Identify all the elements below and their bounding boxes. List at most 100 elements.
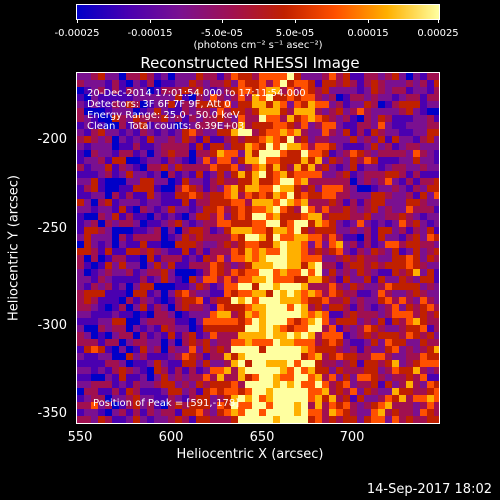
heatmap-cell	[343, 227, 350, 234]
heatmap-cell	[168, 241, 175, 248]
heatmap-cell	[210, 283, 217, 290]
heatmap-cell	[84, 374, 91, 381]
heatmap-cell	[112, 143, 119, 150]
heatmap-cell	[343, 199, 350, 206]
heatmap-cell	[280, 164, 287, 171]
heatmap-cell	[266, 283, 273, 290]
heatmap-cell	[189, 164, 196, 171]
heatmap-cell	[119, 115, 126, 122]
heatmap-cell	[189, 136, 196, 143]
heatmap-cell	[343, 220, 350, 227]
heatmap-cell	[301, 276, 308, 283]
heatmap-cell	[259, 178, 266, 185]
heatmap-cell	[266, 269, 273, 276]
heatmap-cell	[231, 192, 238, 199]
heatmap-cell	[119, 346, 126, 353]
heatmap-cell	[119, 360, 126, 367]
heatmap-cell	[413, 227, 420, 234]
heatmap-cell	[420, 185, 427, 192]
heatmap-cell	[259, 122, 266, 129]
heatmap-cell	[266, 255, 273, 262]
heatmap-cell	[203, 185, 210, 192]
heatmap-cell	[182, 416, 189, 423]
heatmap-cell	[364, 262, 371, 269]
heatmap-cell	[210, 388, 217, 395]
heatmap-cell	[112, 73, 119, 80]
heatmap-cell	[406, 402, 413, 409]
heatmap-cell	[133, 290, 140, 297]
heatmap-cell	[154, 304, 161, 311]
heatmap-cell	[245, 360, 252, 367]
heatmap-cell	[210, 297, 217, 304]
heatmap-cell	[252, 290, 259, 297]
heatmap-cell	[343, 374, 350, 381]
heatmap-cell	[308, 164, 315, 171]
heatmap-cell	[245, 199, 252, 206]
heatmap-cell	[399, 213, 406, 220]
heatmap-cell	[217, 150, 224, 157]
heatmap-cell	[266, 346, 273, 353]
heatmap-cell	[378, 353, 385, 360]
heatmap-cell	[434, 178, 439, 185]
heatmap-cell	[378, 248, 385, 255]
heatmap-cell	[84, 227, 91, 234]
heatmap-cell	[399, 101, 406, 108]
heatmap-cell	[252, 269, 259, 276]
heatmap-cell	[245, 416, 252, 423]
heatmap-cell	[364, 122, 371, 129]
heatmap-cell	[161, 283, 168, 290]
heatmap-cell	[91, 115, 98, 122]
heatmap-cell	[84, 122, 91, 129]
heatmap-cell	[308, 241, 315, 248]
heatmap-cell	[427, 220, 434, 227]
heatmap-cell	[350, 318, 357, 325]
heatmap-cell	[315, 269, 322, 276]
heatmap-cell	[329, 199, 336, 206]
heatmap-cell	[77, 220, 84, 227]
heatmap-cell	[399, 199, 406, 206]
heatmap-cell	[98, 199, 105, 206]
heatmap-cell	[133, 297, 140, 304]
heatmap-cell	[322, 290, 329, 297]
heatmap-cell	[364, 353, 371, 360]
heatmap-cell	[91, 143, 98, 150]
heatmap-cell	[91, 129, 98, 136]
heatmap-cell	[385, 115, 392, 122]
heatmap-cell	[161, 178, 168, 185]
heatmap-cell	[420, 192, 427, 199]
heatmap-cell	[427, 73, 434, 80]
heatmap-cell	[392, 101, 399, 108]
heatmap-cell	[189, 346, 196, 353]
heatmap-cell	[399, 192, 406, 199]
heatmap-cell	[224, 220, 231, 227]
heatmap-cell	[385, 171, 392, 178]
heatmap-cell	[140, 395, 147, 402]
heatmap-cell	[287, 255, 294, 262]
heatmap-cell	[252, 136, 259, 143]
heatmap-cell	[182, 395, 189, 402]
heatmap-cell	[294, 185, 301, 192]
heatmap-cell	[322, 311, 329, 318]
heatmap-cell	[343, 423, 350, 424]
heatmap-cell	[364, 290, 371, 297]
heatmap-cell	[210, 269, 217, 276]
heatmap-cell	[371, 409, 378, 416]
heatmap-cell	[315, 283, 322, 290]
heatmap-cell	[140, 248, 147, 255]
heatmap-cell	[336, 136, 343, 143]
heatmap-cell	[252, 367, 259, 374]
heatmap-cell	[308, 150, 315, 157]
heatmap-cell	[238, 416, 245, 423]
heatmap-cell	[217, 122, 224, 129]
heatmap-cell	[133, 353, 140, 360]
heatmap-cell	[273, 269, 280, 276]
heatmap-cell	[77, 395, 84, 402]
heatmap-cell	[266, 80, 273, 87]
heatmap-cell	[273, 178, 280, 185]
heatmap-cell	[112, 304, 119, 311]
heatmap-cell	[98, 416, 105, 423]
heatmap-cell	[161, 157, 168, 164]
heatmap-cell	[385, 206, 392, 213]
heatmap-cell	[126, 157, 133, 164]
heatmap-cell	[427, 360, 434, 367]
